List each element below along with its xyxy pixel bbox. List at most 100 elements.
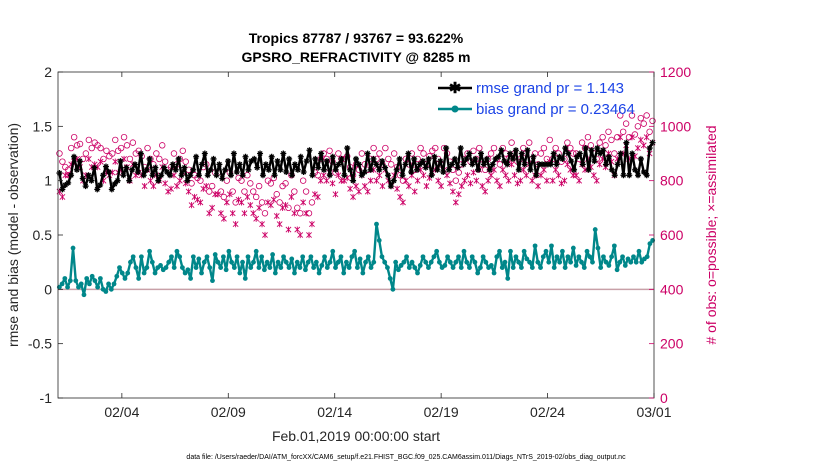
bias-point <box>617 259 623 265</box>
rmse-point <box>405 150 412 157</box>
bias-point <box>423 259 429 265</box>
rmse-point <box>643 172 650 179</box>
obs-assimilated-point <box>479 182 486 190</box>
rmse-point <box>553 161 560 168</box>
rmse-point <box>428 172 435 179</box>
bias-point <box>499 265 505 270</box>
bias-point <box>611 243 617 249</box>
rmse-point <box>355 161 362 168</box>
rmse-point <box>353 155 359 162</box>
obs-assimilated-point <box>226 191 233 198</box>
rmse-point <box>646 145 653 152</box>
bias-point <box>409 259 415 265</box>
y-right-tick-label: 1000 <box>660 118 691 134</box>
y-tick-label: 0 <box>44 281 52 297</box>
bias-point <box>111 281 117 287</box>
rmse-point <box>547 161 554 168</box>
bias-point <box>207 265 213 270</box>
rmse-point <box>236 161 243 168</box>
bias-point <box>179 265 185 270</box>
obs-assimilated-point <box>491 166 497 173</box>
obs-assimilated-point <box>590 172 597 179</box>
obs-assimilated-point <box>317 177 324 184</box>
rmse-point <box>579 161 586 168</box>
obs-assimilated-point <box>288 193 295 201</box>
obs-assimilated-point <box>538 172 544 179</box>
obs-assimilated-point <box>259 221 265 228</box>
bias-point <box>193 265 199 270</box>
rmse-point <box>120 172 127 179</box>
bias-point <box>357 256 363 262</box>
obs-assimilated-point <box>229 210 236 217</box>
bias-point <box>428 259 434 265</box>
bias-point <box>130 254 136 260</box>
obs-assimilated-point <box>400 199 406 206</box>
rmse-point <box>306 147 313 154</box>
rmse-point <box>408 168 415 175</box>
rmse-point <box>169 161 176 168</box>
obs-possible-point <box>622 120 630 127</box>
rmse-point <box>280 150 287 157</box>
obs-possible-point <box>238 177 245 184</box>
obs-assimilated-point <box>220 215 227 222</box>
obs-assimilated-point <box>376 172 383 179</box>
bias-point <box>420 254 426 260</box>
bias-point <box>603 259 609 265</box>
bias-point <box>223 267 229 273</box>
rmse-point <box>129 166 136 173</box>
bias-point <box>639 259 645 265</box>
rmse-point <box>582 145 589 152</box>
bias-point <box>535 259 541 265</box>
bias-point <box>281 254 286 260</box>
bias-point <box>125 270 131 276</box>
obs-assimilated-point <box>314 193 321 201</box>
bias-point <box>262 267 267 273</box>
bias-point <box>620 254 625 260</box>
bias-point <box>188 276 193 281</box>
obs-assimilated-point <box>397 193 403 201</box>
bias-point <box>316 270 322 276</box>
obs-assimilated-point <box>141 182 148 190</box>
rmse-point <box>274 158 281 165</box>
obs-possible-point <box>144 144 151 152</box>
obs-assimilated-point <box>256 204 263 211</box>
y-right-tick-label: 200 <box>660 336 684 352</box>
bias-point <box>540 254 546 260</box>
rmse-point <box>143 166 150 173</box>
rmse-point <box>323 158 330 165</box>
bias-point <box>395 267 401 273</box>
bias-point <box>614 267 620 273</box>
rmse-point <box>225 158 232 165</box>
rmse-point <box>443 145 450 152</box>
obs-possible-point <box>197 177 204 184</box>
rmse-point <box>419 158 426 165</box>
obs-possible-point <box>267 180 275 187</box>
bias-point <box>469 254 475 260</box>
rmse-point <box>219 175 226 182</box>
bias-point <box>226 248 232 254</box>
rmse-point <box>321 166 328 173</box>
obs-assimilated-point <box>473 177 480 184</box>
rmse-point <box>478 150 485 157</box>
obs-assimilated-point <box>300 199 307 206</box>
obs-assimilated-point <box>270 196 277 203</box>
chart-title: Tropics 87787 / 93767 = 93.622% <box>249 30 464 46</box>
rmse-point <box>222 166 229 173</box>
rmse-point <box>379 158 386 165</box>
obs-possible-point <box>537 150 545 157</box>
rmse-point <box>416 161 423 168</box>
obs-possible-point <box>255 182 263 190</box>
obs-assimilated-point <box>511 172 518 179</box>
rmse-point <box>457 145 464 152</box>
bias-point <box>625 256 631 262</box>
bias-point <box>549 243 554 249</box>
obs-assimilated-point <box>297 231 304 239</box>
rmse-point <box>335 161 342 168</box>
rmse-point <box>239 172 246 179</box>
rmse-point <box>364 150 371 157</box>
obs-assimilated-point <box>247 201 254 209</box>
obs-possible-point <box>388 161 395 168</box>
obs-possible-point <box>608 136 615 144</box>
obs-assimilated-point <box>291 210 298 217</box>
bias-point <box>538 265 543 270</box>
